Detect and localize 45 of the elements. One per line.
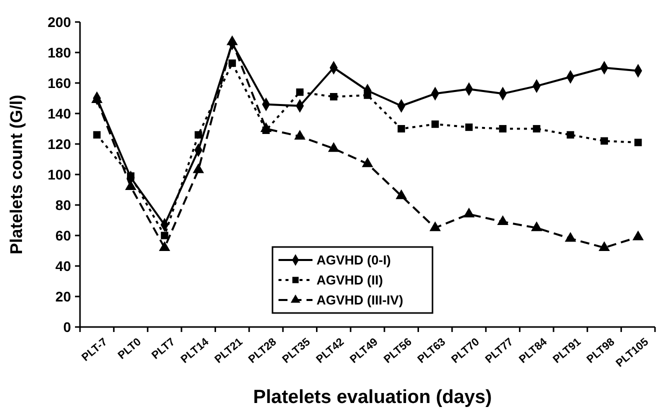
point [296, 88, 304, 96]
y-tick-label: 160 [48, 74, 72, 91]
point [632, 230, 644, 240]
point [328, 142, 340, 152]
legend-label: AGVHD (0-I) [316, 252, 391, 268]
y-tick-label: 60 [55, 227, 72, 244]
point [497, 215, 508, 226]
y-axis-title: Platelets count (G/l) [7, 94, 26, 254]
point [566, 131, 574, 139]
point [294, 130, 306, 140]
y-tick-label: 80 [55, 196, 72, 213]
point [465, 124, 473, 131]
point [398, 125, 406, 132]
legend-label: AGVHD (III-IV) [316, 292, 404, 308]
point [396, 189, 407, 200]
y-tick-label: 180 [48, 44, 72, 60]
x-axis-title: Platelets evaluation (days) [253, 387, 492, 408]
y-tick-label: 0 [63, 318, 72, 335]
point [93, 131, 101, 139]
point [463, 208, 475, 218]
point [194, 131, 202, 139]
point [430, 221, 441, 232]
point [362, 157, 374, 168]
y-tick-label: 120 [48, 136, 72, 152]
point [364, 91, 372, 99]
point [192, 163, 204, 174]
point [634, 138, 642, 146]
point [158, 241, 170, 251]
point [564, 232, 576, 242]
y-tick-label: 100 [48, 166, 72, 182]
y-tick-label: 140 [48, 105, 72, 122]
point [431, 120, 439, 128]
y-tick-label: 20 [55, 288, 72, 304]
point [532, 125, 540, 132]
point [228, 59, 236, 67]
point [260, 122, 272, 132]
point [600, 137, 608, 145]
point [330, 93, 338, 100]
point [530, 221, 542, 232]
point [598, 241, 610, 251]
point [160, 232, 168, 240]
y-tick-label: 40 [55, 258, 72, 274]
legend-label: AGVHD (II) [316, 272, 383, 288]
y-tick-label: 200 [48, 14, 72, 30]
point [499, 125, 506, 132]
